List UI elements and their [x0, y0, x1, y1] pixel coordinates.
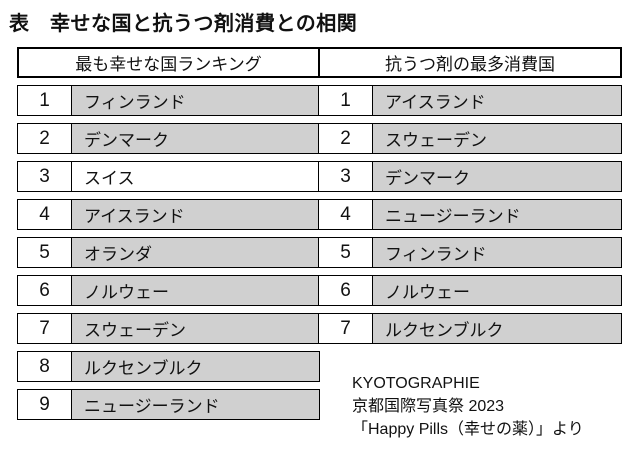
table-row: 4 ニュージーランド: [318, 199, 622, 230]
country-cell: ニュージーランド: [373, 199, 622, 230]
rank-cell: 8: [17, 351, 72, 382]
country-cell: ノルウェー: [72, 275, 320, 306]
rank-cell: 4: [318, 199, 373, 230]
rank-cell: 1: [318, 85, 373, 116]
table-row: 5 フィンランド: [318, 237, 622, 268]
table-row: 5 オランダ: [17, 237, 320, 268]
country-cell: ルクセンブルク: [72, 351, 320, 382]
rank-cell: 5: [17, 237, 72, 268]
rank-cell: 2: [17, 123, 72, 154]
country-cell: スイス: [72, 161, 320, 192]
country-cell: ニュージーランド: [72, 389, 320, 420]
country-cell: フィンランド: [373, 237, 622, 268]
country-cell: ノルウェー: [373, 275, 622, 306]
happiness-table-header: 最も幸せな国ランキング: [17, 47, 320, 78]
rank-cell: 5: [318, 237, 373, 268]
table-row: 2 デンマーク: [17, 123, 320, 154]
antidepressant-table-header: 抗うつ剤の最多消費国: [318, 47, 622, 78]
caption-line-3: 「Happy Pills（幸せの薬）」より: [352, 421, 584, 438]
happiness-ranking-table: 最も幸せな国ランキング 1 フィンランド 2 デンマーク 3 スイス 4 アイス…: [17, 47, 320, 420]
country-cell: アイスランド: [373, 85, 622, 116]
table-row: 3 デンマーク: [318, 161, 622, 192]
table-row: 9 ニュージーランド: [17, 389, 320, 420]
table-row: 8 ルクセンブルク: [17, 351, 320, 382]
rank-cell: 4: [17, 199, 72, 230]
country-cell: ルクセンブルク: [373, 313, 622, 344]
country-cell: オランダ: [72, 237, 320, 268]
table-row: 1 フィンランド: [17, 85, 320, 116]
rank-cell: 7: [17, 313, 72, 344]
caption-line-2: 京都国際写真祭 2023: [352, 398, 505, 415]
country-cell: デンマーク: [72, 123, 320, 154]
country-cell: デンマーク: [373, 161, 622, 192]
country-cell: スウェーデン: [72, 313, 320, 344]
rank-cell: 9: [17, 389, 72, 420]
rank-cell: 3: [318, 161, 373, 192]
rank-cell: 2: [318, 123, 373, 154]
table-row: 6 ノルウェー: [17, 275, 320, 306]
table-row: 4 アイスランド: [17, 199, 320, 230]
rank-cell: 6: [318, 275, 373, 306]
country-cell: フィンランド: [72, 85, 320, 116]
antidepressant-consumption-table: 抗うつ剤の最多消費国 1 アイスランド 2 スウェーデン 3 デンマーク 4 ニ…: [318, 47, 622, 344]
table-row: 6 ノルウェー: [318, 275, 622, 306]
rank-cell: 1: [17, 85, 72, 116]
table-row: 1 アイスランド: [318, 85, 622, 116]
table-row: 7 スウェーデン: [17, 313, 320, 344]
country-cell: アイスランド: [72, 199, 320, 230]
source-caption: KYOTOGRAPHIE 京都国際写真祭 2023 「Happy Pills（幸…: [352, 372, 584, 441]
rank-cell: 6: [17, 275, 72, 306]
rank-cell: 3: [17, 161, 72, 192]
table-row: 2 スウェーデン: [318, 123, 622, 154]
table-row: 3 スイス: [17, 161, 320, 192]
table-row: 7 ルクセンブルク: [318, 313, 622, 344]
country-cell: スウェーデン: [373, 123, 622, 154]
page-title: 表 幸せな国と抗うつ剤消費との相関: [9, 13, 358, 35]
caption-line-1: KYOTOGRAPHIE: [352, 375, 480, 392]
rank-cell: 7: [318, 313, 373, 344]
